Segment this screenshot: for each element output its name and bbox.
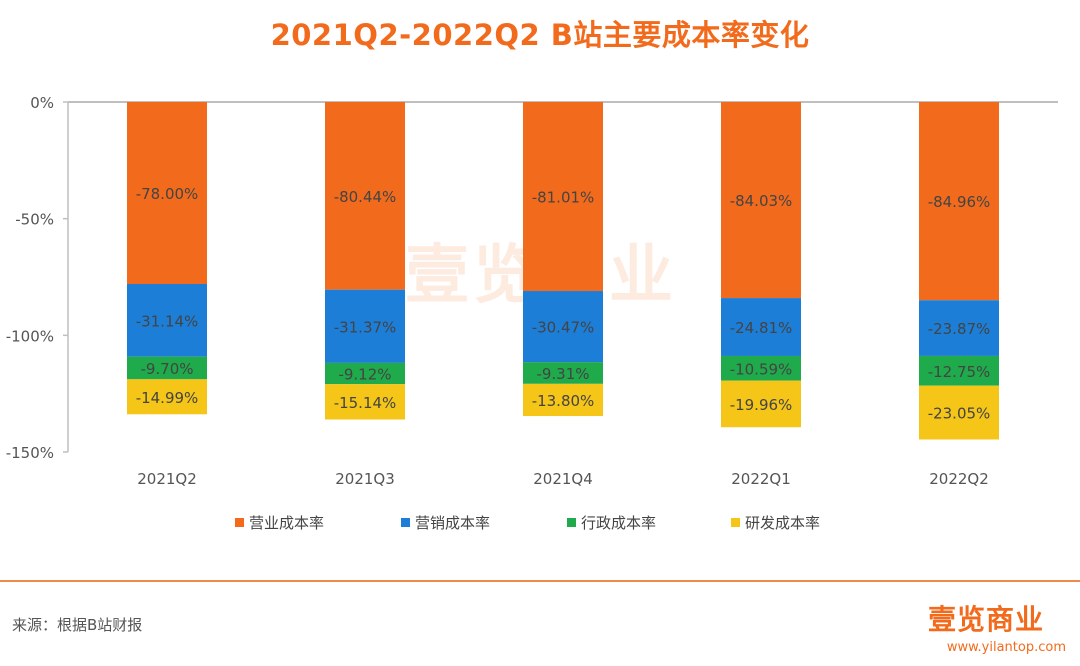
bar-segment bbox=[325, 362, 405, 385]
data-label: -80.44% bbox=[334, 188, 397, 206]
source-note: 来源：根据B站财报 bbox=[12, 616, 143, 634]
data-label: -9.70% bbox=[140, 360, 193, 378]
data-label: -19.96% bbox=[730, 396, 793, 414]
bar-segment bbox=[127, 284, 207, 357]
x-tick-label: 2022Q1 bbox=[731, 470, 791, 488]
data-label: -84.96% bbox=[928, 193, 991, 211]
footer-divider bbox=[0, 580, 1080, 582]
data-label: -30.47% bbox=[532, 319, 595, 337]
website-link[interactable]: www.yilantop.com bbox=[946, 640, 1066, 655]
legend-swatch bbox=[235, 518, 244, 527]
data-label: -14.99% bbox=[136, 389, 199, 407]
data-label: -81.01% bbox=[532, 189, 595, 207]
bar-segment bbox=[919, 300, 999, 356]
data-label: -23.87% bbox=[928, 320, 991, 338]
bar-segment bbox=[919, 102, 999, 301]
data-label: -24.81% bbox=[730, 319, 793, 337]
bar-segment bbox=[721, 298, 801, 356]
bar-segment bbox=[721, 355, 801, 381]
data-label: -12.75% bbox=[928, 363, 991, 381]
data-label: -78.00% bbox=[136, 185, 199, 203]
x-tick-label: 2021Q3 bbox=[335, 470, 395, 488]
bar-segment bbox=[127, 102, 207, 284]
bar-segment bbox=[523, 383, 603, 417]
y-tick-label: 0% bbox=[30, 94, 54, 112]
data-label: -31.14% bbox=[136, 312, 199, 330]
bar-segment bbox=[919, 355, 999, 386]
bar-segment bbox=[325, 102, 405, 290]
y-tick-label: -50% bbox=[15, 211, 54, 229]
bar-segment bbox=[127, 379, 207, 415]
x-tick-label: 2022Q2 bbox=[929, 470, 989, 488]
bar-segment bbox=[325, 289, 405, 363]
data-label: -84.03% bbox=[730, 192, 793, 210]
y-tick-label: -150% bbox=[6, 444, 54, 462]
stacked-bar-chart: 0% -50% -100% -150% -78.00% -31.14% -9.70% -14.… bbox=[6, 94, 1058, 532]
bar-segment bbox=[523, 362, 603, 384]
data-label: -15.14% bbox=[334, 394, 397, 412]
legend-label: 行政成本率 bbox=[581, 514, 656, 532]
bar-segment bbox=[919, 385, 999, 440]
data-label: -23.05% bbox=[928, 405, 991, 423]
chart-title: 2021Q2-2022Q2 B站主要成本率变化 bbox=[270, 18, 810, 52]
bar-segment bbox=[523, 291, 603, 363]
data-label: -9.31% bbox=[536, 365, 589, 383]
legend-swatch bbox=[731, 518, 740, 527]
data-label: -31.37% bbox=[334, 318, 397, 336]
legend-label: 营业成本率 bbox=[249, 514, 324, 532]
bar-segment bbox=[325, 384, 405, 420]
x-tick-label: 2021Q4 bbox=[533, 470, 593, 488]
x-tick-label: 2021Q2 bbox=[137, 470, 197, 488]
bar-segment bbox=[127, 356, 207, 380]
data-label: -10.59% bbox=[730, 360, 793, 378]
bar-segment bbox=[721, 102, 801, 299]
y-tick-label: -100% bbox=[6, 327, 54, 345]
data-label: -9.12% bbox=[338, 366, 391, 384]
legend-swatch bbox=[401, 518, 410, 527]
brand-logo: 壹览商业 bbox=[927, 603, 1044, 636]
bar-segment bbox=[721, 380, 801, 428]
legend-label: 研发成本率 bbox=[745, 514, 820, 532]
data-label: -13.80% bbox=[532, 392, 595, 410]
legend-swatch bbox=[567, 518, 576, 527]
legend-label: 营销成本率 bbox=[415, 514, 490, 532]
bar-segment bbox=[523, 102, 603, 292]
